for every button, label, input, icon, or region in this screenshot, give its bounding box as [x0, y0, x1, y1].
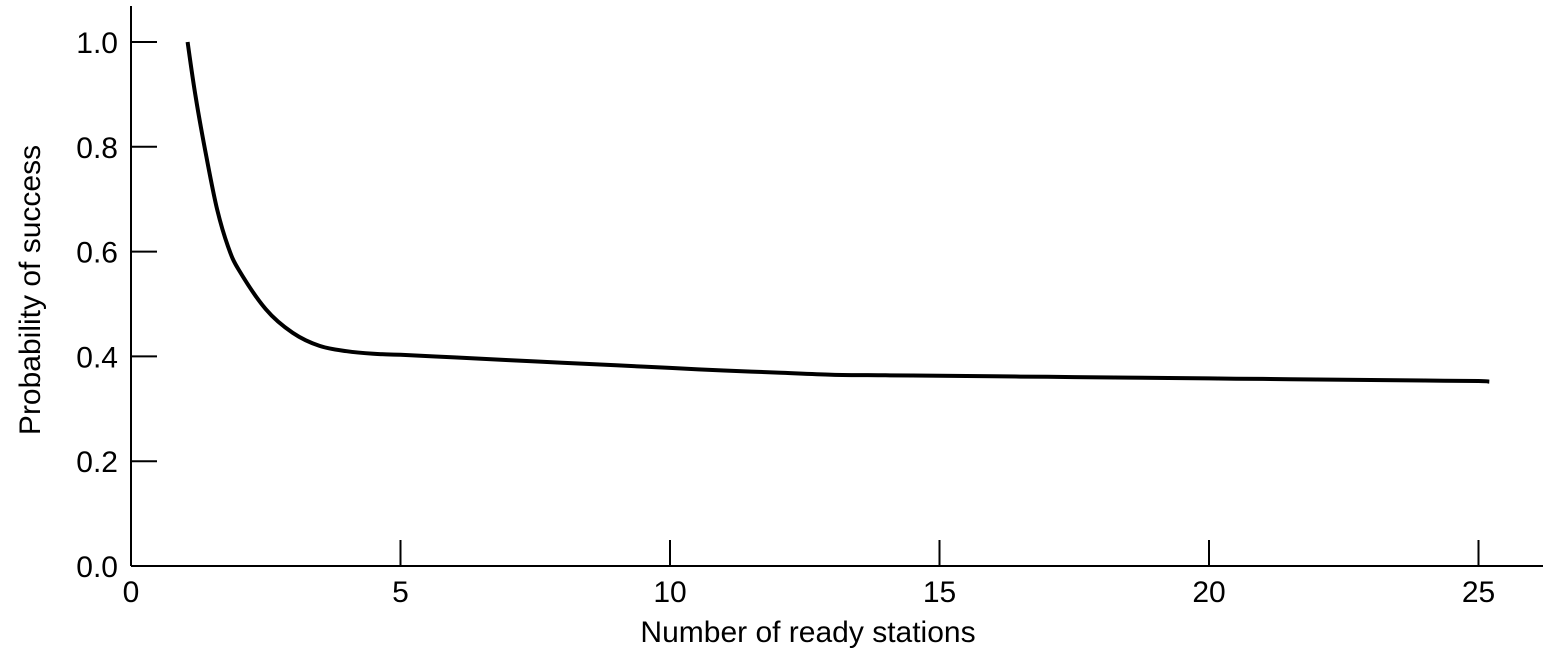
- y-tick-label: 0.2: [76, 446, 118, 479]
- series-layer: [185, 41, 1490, 384]
- x-tick-label: 15: [923, 576, 956, 609]
- x-tick-label: 10: [653, 576, 686, 609]
- y-tick-label: 0.0: [76, 551, 118, 584]
- x-tick-label: 5: [392, 576, 409, 609]
- y-tick-label: 0.8: [76, 132, 118, 165]
- y-axis-ticks: 0.0 0.2 0.4 0.6 0.8 1.0: [76, 27, 157, 584]
- axes: [130, 6, 1543, 567]
- y-axis-label: Probability of success: [14, 145, 47, 435]
- y-tick-label: 1.0: [76, 27, 118, 60]
- y-tick-label: 0.4: [76, 341, 118, 374]
- x-tick-label: 20: [1192, 576, 1225, 609]
- y-tick-label: 0.6: [76, 237, 118, 270]
- x-tick-label: 0: [123, 576, 140, 609]
- x-axis-label: Number of ready stations: [640, 616, 975, 649]
- x-tick-label: 25: [1462, 576, 1495, 609]
- x-axis-ticks: 0 5 10 15 20 25: [123, 540, 1495, 609]
- series-line: [185, 41, 1490, 384]
